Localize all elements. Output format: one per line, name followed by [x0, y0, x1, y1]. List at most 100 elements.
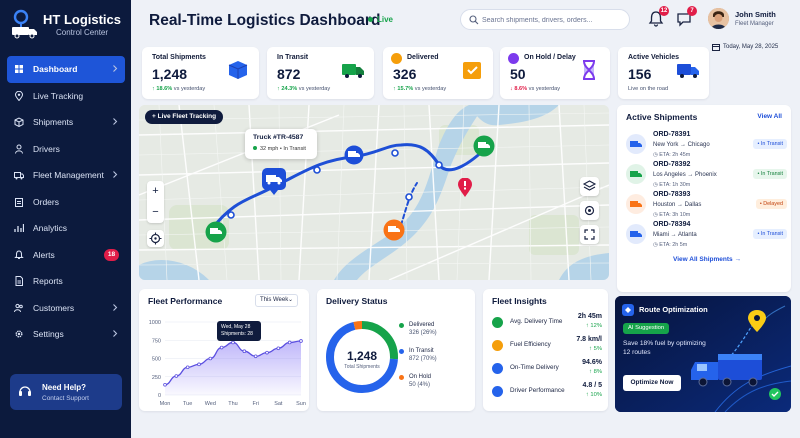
user-name[interactable]: John Smith — [735, 10, 776, 19]
stat-label: On Hold / Delay — [524, 54, 576, 61]
stat-label: Delivered — [407, 54, 439, 61]
sidebar-item-label: Drivers — [33, 143, 60, 154]
y-tick-label: 250 — [152, 375, 161, 381]
truck-marker-icon[interactable] — [261, 167, 287, 195]
insight-delta-value: 5% — [593, 346, 602, 352]
arrow-up-icon: ↑ — [152, 86, 157, 92]
help-subtitle[interactable]: Contact Support — [42, 395, 89, 402]
sidebar-item-live-tracking[interactable]: Live Tracking — [7, 83, 125, 110]
arrow-down-icon: ↓ — [510, 86, 515, 92]
my-location-button[interactable] — [580, 201, 599, 220]
alerts-badge: 18 — [104, 248, 119, 261]
status-badge: • Delayed — [755, 199, 787, 209]
chevron-right-icon — [113, 118, 118, 125]
chevron-right-icon — [113, 303, 118, 311]
search-bar[interactable] — [460, 9, 630, 30]
alert-marker-icon[interactable] — [458, 178, 472, 198]
messages-button[interactable]: 7 — [674, 6, 697, 29]
stat-value: 50 — [510, 66, 526, 82]
shipment-row[interactable]: ORD-78392 Los Angeles → Phoenix ◷ ETA: 1h … — [626, 159, 787, 191]
truck-marker-icon[interactable] — [205, 221, 227, 243]
optimize-now-button[interactable]: Optimize Now — [623, 375, 681, 391]
sidebar-item-settings[interactable]: Settings — [7, 321, 125, 348]
search-icon — [469, 15, 479, 25]
data-point — [253, 354, 258, 359]
shipment-id: ORD-78391 — [653, 131, 691, 138]
logo-icon — [12, 9, 37, 39]
brand-subtitle: Control Center — [56, 28, 109, 37]
legend-item: On Hold 50 (4%) — [399, 374, 431, 388]
sidebar-item-label: Alerts — [33, 249, 55, 260]
sidebar-item-reports[interactable]: Reports — [7, 268, 125, 295]
live-fleet-tracking-chip[interactable]: + Live Fleet Tracking — [145, 110, 224, 124]
help-card[interactable]: Need Help? Contact Support — [10, 374, 122, 410]
sidebar-item-fleet-management[interactable]: Fleet Management — [7, 162, 125, 189]
notifications-button[interactable]: 12 — [646, 6, 669, 29]
truck-icon — [626, 164, 646, 184]
date-selector[interactable]: Today, May 28, 2025 — [712, 40, 792, 53]
stat-value: 326 — [393, 66, 417, 82]
stat-value: 872 — [277, 66, 301, 82]
search-input[interactable] — [482, 13, 622, 27]
sidebar-item-label: Analytics — [33, 223, 68, 234]
stat-delta-suffix: Live on the road — [628, 86, 669, 92]
sidebar-item-alerts[interactable]: Alerts 18 — [7, 242, 125, 269]
series-area — [165, 340, 301, 395]
sidebar-item-dashboard[interactable]: Dashboard — [7, 56, 125, 83]
truck-marker-icon[interactable] — [383, 219, 405, 241]
stat-active-vehicles[interactable]: Active Vehicles 156 Live on the road — [618, 47, 709, 99]
stat-on-hold[interactable]: On Hold / Delay 50 ↓ 8.6% vs yesterday — [500, 47, 610, 99]
optimization-illustration — [615, 296, 791, 412]
arrow-up-icon: ↑ — [277, 86, 282, 92]
shipment-eta-value: ETA: 2h 5m — [659, 242, 688, 248]
chart-tooltip-date: Wed, May 28 — [221, 324, 251, 330]
insight-row: Avg. Delivery Time 2h 45m ↑ 12% — [492, 313, 602, 335]
stat-in-transit[interactable]: In Transit 872 ↑ 24.3% vs yesterday — [267, 47, 374, 99]
chevron-down-icon: ⌄ — [287, 297, 293, 303]
insight-delta: ↑ 5% — [589, 346, 602, 352]
shipment-row[interactable]: ORD-78391 New York → Chicago ◷ ETA: 2h 45m… — [626, 129, 787, 161]
sidebar-item-shipments[interactable]: Shipments — [7, 109, 125, 136]
view-all-shipments-link[interactable]: View All Shipments → — [617, 256, 797, 263]
hourglass-icon — [577, 59, 601, 81]
data-point — [185, 365, 190, 370]
stat-total-shipments[interactable]: Total Shipments 1,248 ↑ 18.6% vs yesterday — [142, 47, 259, 99]
sidebar-item-drivers[interactable]: Drivers — [7, 136, 125, 163]
sidebar-item-customers[interactable]: Customers — [7, 295, 125, 322]
truck-marker-icon[interactable] — [344, 145, 364, 165]
sidebar-item-label: Orders — [33, 196, 59, 207]
insight-value: 2h 45m — [577, 313, 602, 320]
fuel-icon — [492, 340, 503, 351]
zoom-controls: + − — [147, 181, 164, 223]
fullscreen-button[interactable] — [580, 225, 599, 244]
shipment-eta: ◷ ETA: 1h 30m — [653, 182, 690, 188]
shipment-row[interactable]: ORD-78394 Miami → Atlanta ◷ ETA: 2h 5m • In… — [626, 219, 787, 251]
sidebar-item-orders[interactable]: Orders — [7, 189, 125, 216]
clipboard-icon — [15, 197, 23, 207]
stat-delivered[interactable]: Delivered 326 ↑ 15.7% vs yesterday — [383, 47, 493, 99]
zoom-in-button[interactable]: + — [152, 185, 159, 197]
range-select[interactable]: This Week ⌄ — [255, 294, 298, 307]
gear-icon — [15, 330, 23, 338]
recenter-button[interactable] — [147, 230, 164, 247]
sidebar-item-analytics[interactable]: Analytics — [7, 215, 125, 242]
live-map[interactable]: + Live Fleet Tracking Truck #TR-4587 32 … — [139, 105, 609, 280]
sidebar-item-label: Live Tracking — [33, 90, 84, 101]
check-box-icon — [460, 59, 484, 81]
shipment-row[interactable]: ORD-78393 Houston → Dallas ◷ ETA: 3h 10m • … — [626, 189, 787, 221]
user-icon — [15, 144, 23, 154]
sidebar: HT Logistics Control Center Dashboard Liv… — [0, 0, 131, 438]
shipment-eta-value: ETA: 2h 45m — [659, 152, 691, 158]
optimization-text: Save 18% fuel by optimizing 12 routes — [623, 340, 706, 356]
brand[interactable]: HT Logistics Control Center — [10, 9, 128, 45]
shipment-eta: ◷ ETA: 3h 10m — [653, 212, 690, 218]
truck-marker-icon[interactable] — [473, 135, 495, 157]
avatar[interactable] — [708, 8, 729, 29]
sidebar-item-label: Shipments — [33, 117, 74, 128]
view-all-link[interactable]: View All — [757, 113, 782, 120]
fleet-performance-title: Fleet Performance — [148, 296, 223, 306]
chevron-right-icon — [113, 330, 118, 337]
zoom-out-button[interactable]: − — [152, 206, 159, 218]
ai-suggestion-chip: AI Suggestion — [623, 323, 670, 334]
layers-button[interactable] — [580, 177, 599, 196]
